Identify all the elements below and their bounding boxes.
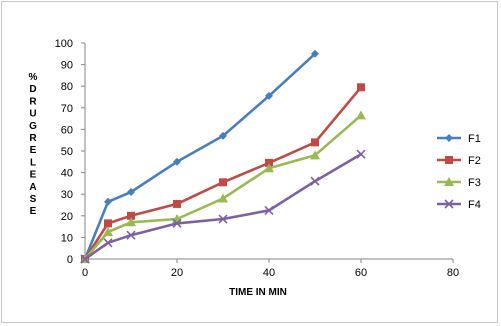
- legend-item-f1: F1: [437, 133, 481, 145]
- data-point-stroke: [264, 205, 274, 215]
- y-tick-label: 70: [61, 103, 73, 115]
- y-axis-title-letter: A: [29, 182, 36, 193]
- series-line: [84, 114, 362, 260]
- y-axis-title-letter: U: [29, 109, 36, 120]
- data-point: [445, 156, 453, 164]
- x-tick-label: 60: [355, 267, 367, 279]
- data-point: [219, 131, 227, 140]
- y-tick-label: 60: [61, 124, 73, 136]
- y-tick-label: 30: [61, 189, 73, 201]
- data-point-stroke: [172, 218, 182, 228]
- labels-layer: 0 10 20 30 40 50 60 70 80 90 100 0 20 40 60 80 TIME IN M…: [29, 38, 460, 298]
- y-axis-title-letter: E: [30, 145, 37, 156]
- x-tick-label: 0: [82, 267, 88, 279]
- y-tick-label: 100: [55, 38, 73, 50]
- data-point: [104, 219, 112, 228]
- legend-item-f4: F4: [437, 199, 481, 211]
- data-point: [311, 138, 319, 147]
- y-axis-title-letter: S: [30, 194, 37, 205]
- legend-label: F3: [468, 177, 481, 189]
- data-point: [264, 163, 274, 173]
- y-tick-label: 90: [61, 60, 73, 72]
- data-point: [103, 227, 113, 236]
- y-tick-label: 0: [67, 254, 73, 266]
- data-point: [173, 199, 181, 208]
- y-axis-title-letter: L: [30, 157, 36, 168]
- x-tick-label: 40: [263, 267, 275, 279]
- data-point: [264, 205, 274, 215]
- y-axis-title-letter: %: [29, 72, 38, 83]
- x-tick-label: 80: [447, 267, 459, 279]
- x-axis-title: TIME IN MIN: [229, 287, 287, 298]
- data-point: [444, 199, 454, 209]
- data-point: [126, 230, 136, 240]
- data-point: [219, 178, 227, 187]
- legend-item-f2: F2: [437, 155, 481, 167]
- data-point: [103, 238, 113, 248]
- y-tick-label: 40: [61, 168, 73, 180]
- data-point: [173, 157, 181, 166]
- y-tick-label: 50: [61, 146, 73, 158]
- data-point: [356, 149, 366, 159]
- y-axis-title-letter: E: [30, 206, 37, 217]
- legend-item-f3: F3: [437, 177, 481, 189]
- series-f2: [81, 83, 365, 263]
- y-axis-title: % D R U G R E L E A S E: [29, 72, 38, 217]
- data-point-stroke: [310, 176, 320, 186]
- y-axis-title-letter: G: [29, 121, 37, 132]
- data-point: [310, 176, 320, 186]
- series-f4: [80, 149, 366, 264]
- data-point: [218, 193, 228, 203]
- legend-label: F2: [468, 155, 481, 167]
- data-point: [311, 49, 319, 58]
- data-point-stroke: [80, 254, 90, 264]
- data-point: [80, 254, 90, 264]
- data-point: [265, 91, 273, 100]
- data-point: [445, 134, 453, 142]
- y-axis-title-letter: R: [29, 96, 37, 107]
- series-line: [84, 153, 362, 261]
- data-point: [218, 214, 228, 224]
- y-tick-label: 20: [61, 211, 73, 223]
- data-point-stroke: [444, 199, 454, 209]
- data-point: [104, 197, 112, 206]
- y-axis-title-letter: E: [30, 170, 37, 181]
- chart-frame: [1, 1, 498, 323]
- data-point: [127, 188, 135, 197]
- axes: [81, 42, 454, 263]
- series-line: [83, 86, 362, 260]
- data-point-stroke: [356, 149, 366, 159]
- series-layer: [80, 49, 366, 264]
- x-tick-label: 20: [171, 267, 183, 279]
- legend-label: F4: [468, 199, 481, 211]
- data-point: [310, 150, 320, 160]
- data-point: [356, 110, 366, 120]
- y-tick-label: 80: [61, 81, 73, 93]
- data-point-stroke: [103, 238, 113, 248]
- data-point: [127, 211, 135, 220]
- data-point: [126, 217, 136, 227]
- y-axis-title-letter: R: [29, 133, 37, 144]
- data-point: [357, 83, 365, 92]
- data-point: [444, 177, 454, 186]
- y-axis-title-letter: D: [29, 84, 36, 95]
- y-tick-label: 10: [61, 232, 73, 244]
- data-point-stroke: [126, 230, 136, 240]
- legend-label: F1: [468, 133, 481, 145]
- legend: F1 F2 F3 F4: [437, 133, 481, 211]
- data-point: [172, 218, 182, 228]
- data-point: [265, 158, 273, 167]
- data-point-stroke: [218, 214, 228, 224]
